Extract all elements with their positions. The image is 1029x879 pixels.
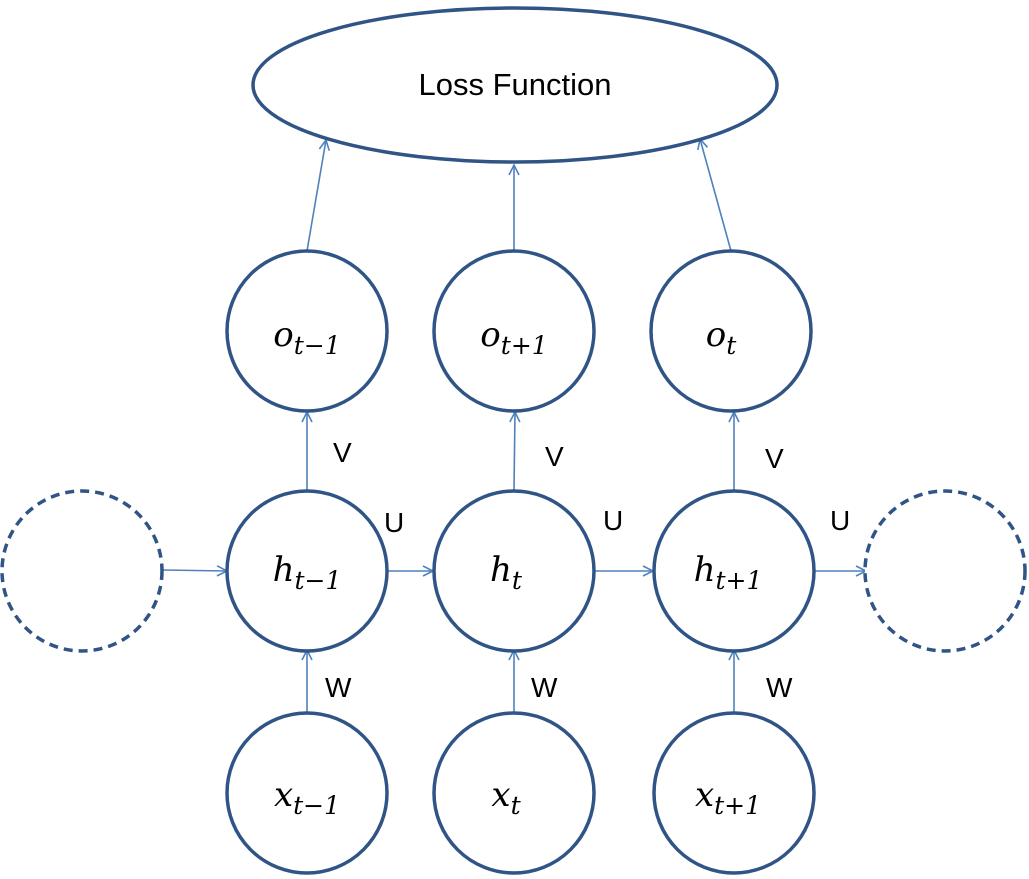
input-node-t-minus-1: xt−1	[225, 711, 389, 875]
loss-function-node: Loss Function	[251, 6, 779, 164]
weight-label-u: U	[603, 505, 623, 536]
hidden-node-label: ht+1	[694, 550, 763, 595]
weight-label-v: V	[765, 443, 784, 474]
next-hidden-node-dashed	[863, 489, 1027, 653]
hidden-node-t-minus-1: ht−1	[225, 489, 389, 653]
edge-h2-to-o2	[514, 412, 515, 491]
output-node-label: ot	[706, 315, 737, 360]
weight-label-w: W	[531, 672, 558, 703]
output-node-t: ot	[649, 249, 813, 413]
weight-label-v: V	[545, 441, 564, 472]
weight-label-w: W	[766, 672, 793, 703]
loss-function-label: Loss Function	[419, 67, 612, 102]
input-node-t-plus-1: xt+1	[652, 711, 816, 875]
output-node-t-minus-1: ot−1	[225, 249, 389, 413]
hidden-node-t-plus-1: ht+1	[652, 489, 816, 653]
input-node-t: xt	[432, 711, 596, 875]
hidden-node-label: ht	[490, 550, 523, 595]
input-node-label: xt+1	[695, 775, 761, 820]
weight-label-u: U	[830, 505, 850, 536]
weight-label-u: U	[384, 507, 404, 538]
output-node-label: ot+1	[480, 315, 547, 360]
hidden-node-label: ht−1	[273, 550, 342, 595]
weight-label-v: V	[333, 437, 352, 468]
edge-prev-to-h1	[162, 570, 227, 571]
prev-hidden-node-dashed	[0, 489, 164, 653]
input-node-label: xt	[491, 775, 521, 820]
edge-o3-to-loss	[700, 139, 732, 252]
input-node-label: xt−1	[274, 775, 340, 820]
hidden-node-t: ht	[432, 489, 596, 653]
output-node-t-plus-1: ot+1	[432, 249, 596, 413]
edge-o1-to-loss	[306, 140, 326, 252]
output-node-label: ot−1	[273, 315, 340, 360]
weight-label-w: W	[325, 672, 352, 703]
